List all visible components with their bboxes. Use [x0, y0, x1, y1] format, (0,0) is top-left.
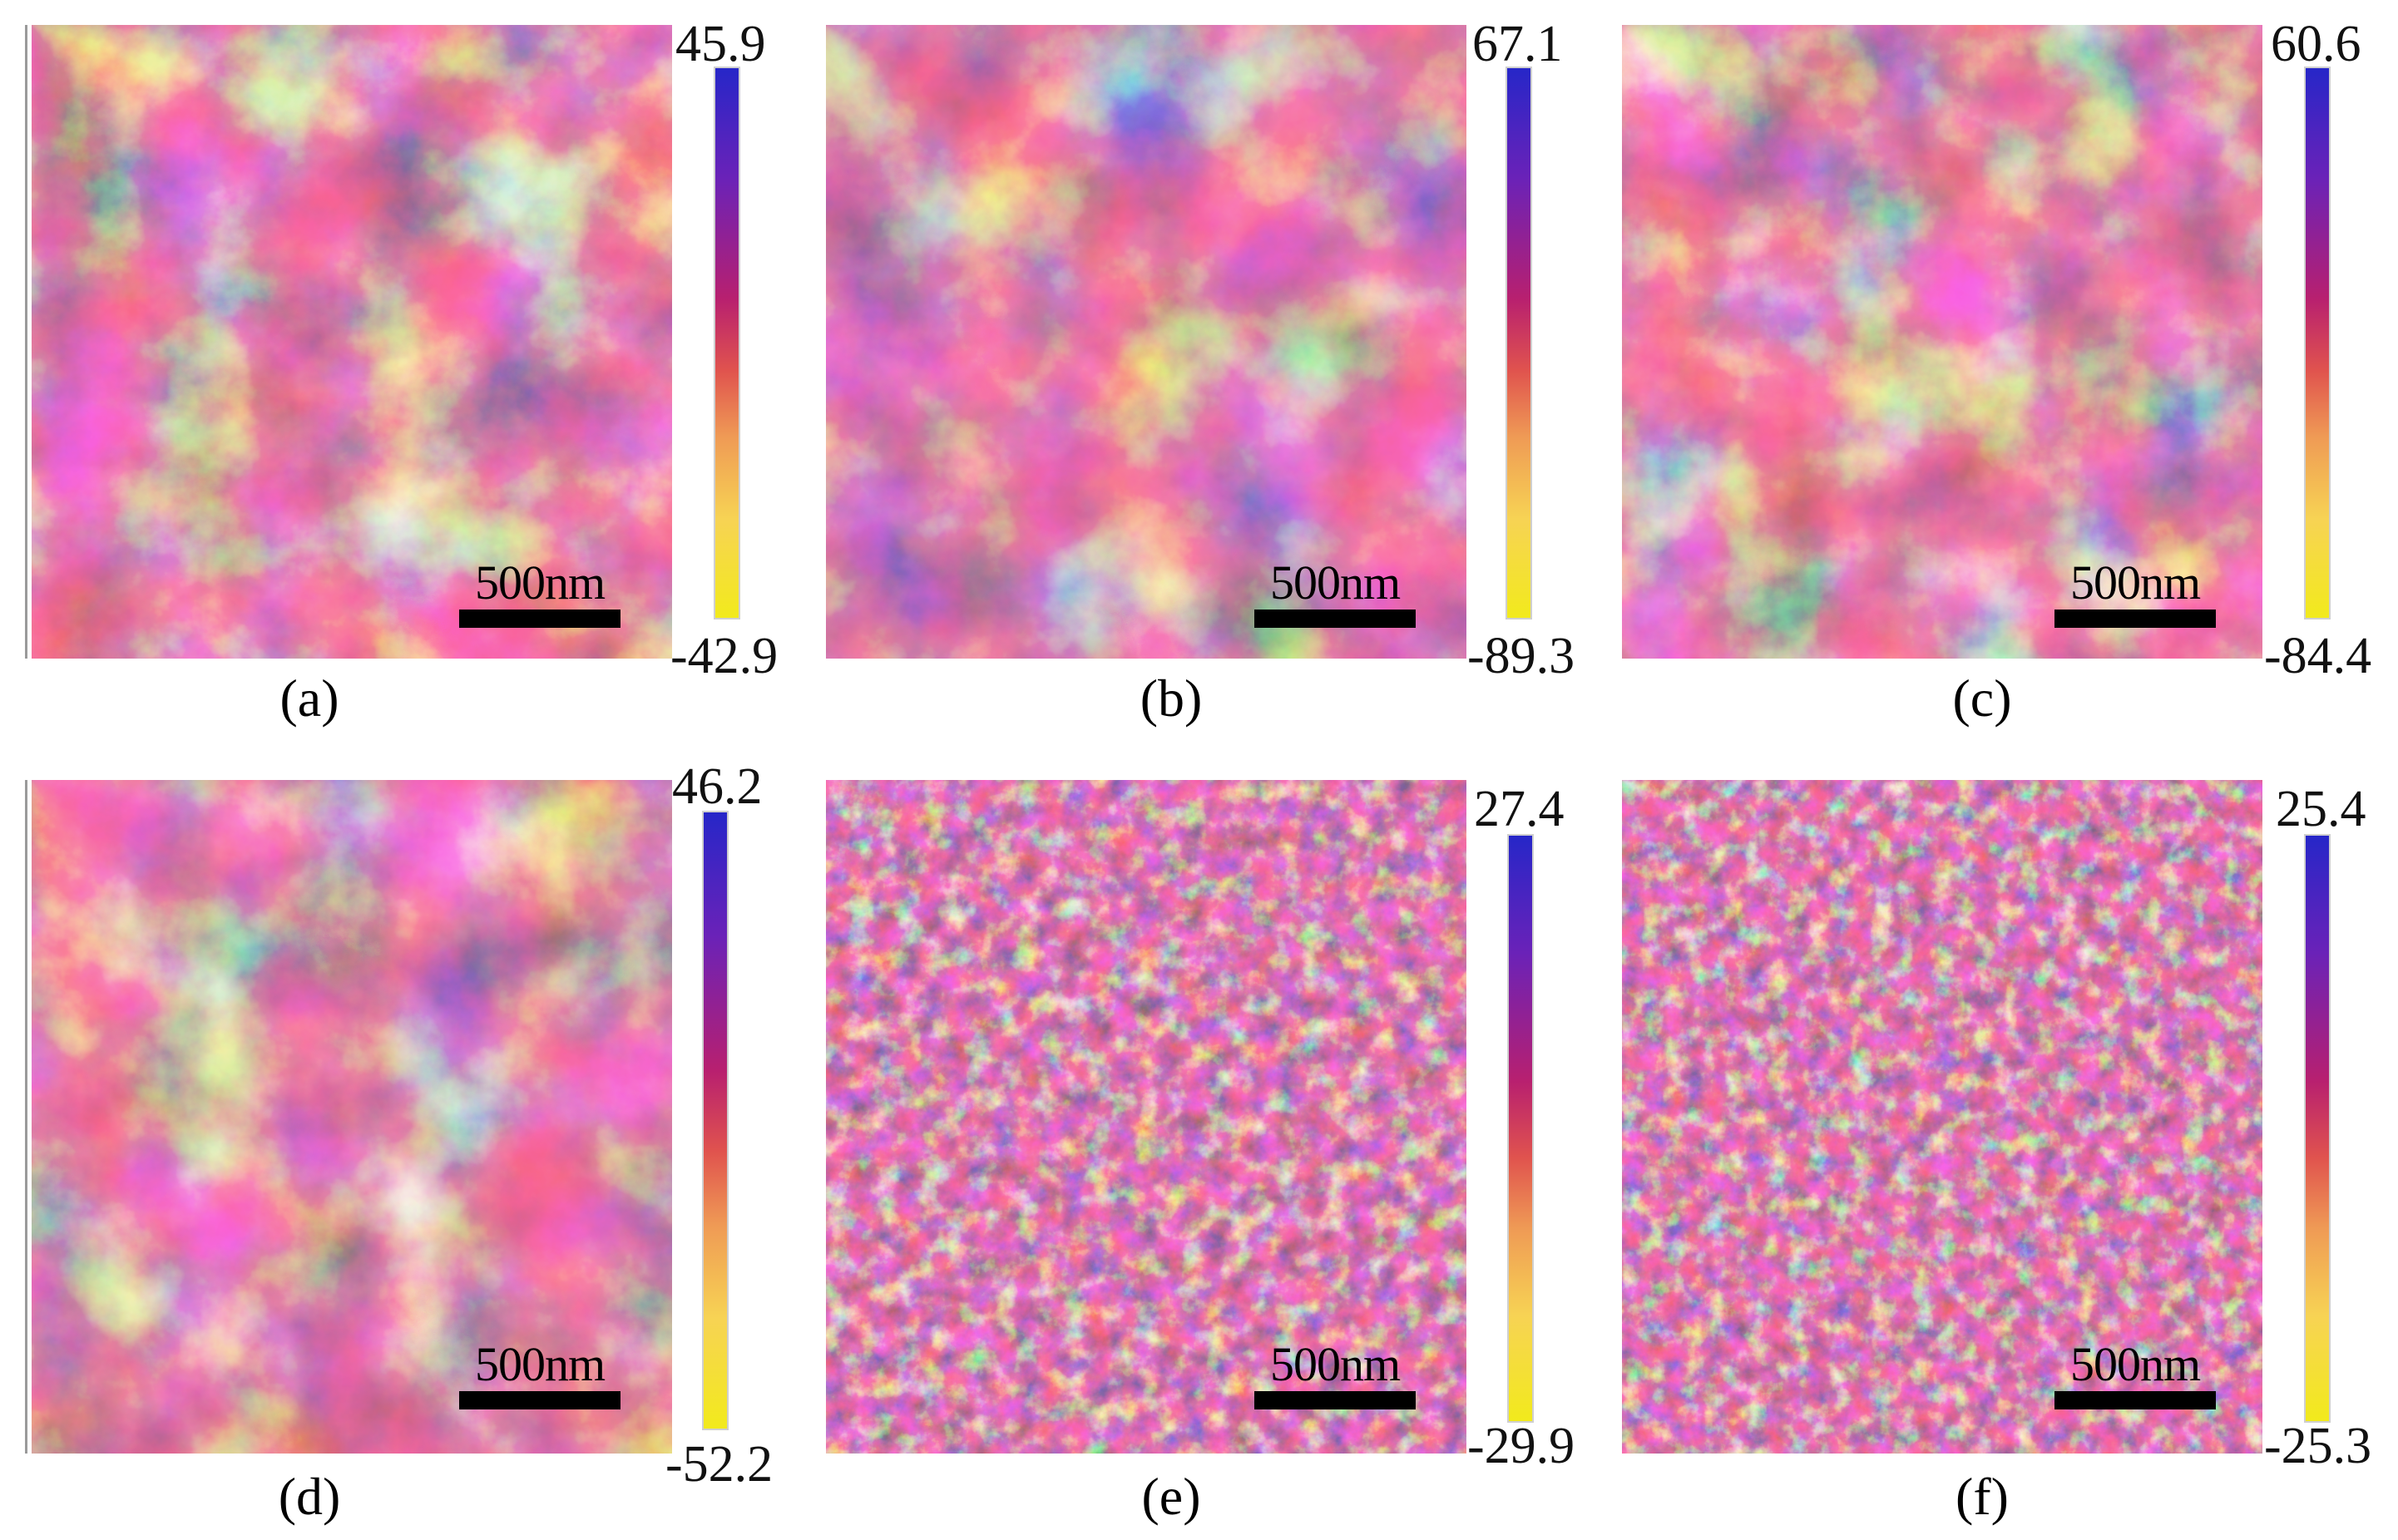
- colorbar-min-label: -89.3: [1467, 628, 1575, 684]
- scale-bar: [1254, 1391, 1416, 1409]
- panel-caption: (d): [278, 1467, 341, 1526]
- colorbar-min-label: -42.9: [670, 628, 779, 684]
- colorbar-max-label: 67.1: [1472, 16, 1563, 72]
- frame-edge: [25, 25, 27, 659]
- frame-edge: [25, 780, 27, 1454]
- afm-height-map-c: [1622, 25, 2262, 659]
- colorbar: [2304, 834, 2331, 1423]
- scale-bar: [459, 1391, 621, 1409]
- scale-bar-label: 500nm: [2069, 555, 2201, 610]
- colorbar: [1506, 67, 1532, 619]
- scale-bar: [2054, 1391, 2216, 1409]
- scale-bar: [1254, 610, 1416, 628]
- scale-bar: [2054, 610, 2216, 628]
- scale-bar-label: 500nm: [474, 1337, 606, 1391]
- afm-height-map-e: [826, 780, 1466, 1454]
- colorbar: [1507, 834, 1534, 1423]
- colorbar: [714, 67, 740, 619]
- panel-caption: (c): [1952, 669, 2012, 728]
- afm-height-map-b: [826, 25, 1466, 659]
- colorbar-max-label: 46.2: [672, 758, 763, 815]
- colorbar-max-label: 27.4: [1474, 781, 1565, 837]
- colorbar-min-label: -84.4: [2264, 628, 2372, 684]
- colorbar: [2304, 67, 2331, 619]
- panel-caption: (a): [279, 669, 339, 728]
- afm-height-map-f: [1622, 780, 2262, 1454]
- colorbar-max-label: 45.9: [675, 16, 766, 72]
- panel-caption: (e): [1141, 1467, 1201, 1526]
- scale-bar-label: 500nm: [1269, 1337, 1401, 1391]
- panel-caption: (f): [1955, 1467, 2009, 1526]
- colorbar-min-label: -52.2: [665, 1436, 774, 1493]
- colorbar: [702, 811, 729, 1430]
- scale-bar-label: 500nm: [2069, 1337, 2201, 1391]
- afm-height-map-d: [32, 780, 672, 1454]
- scale-bar-label: 500nm: [1269, 555, 1401, 610]
- scale-bar-label: 500nm: [474, 555, 606, 610]
- afm-height-map-a: [32, 25, 672, 659]
- panel-caption: (b): [1140, 669, 1203, 728]
- colorbar-max-label: 60.6: [2271, 16, 2361, 72]
- colorbar-max-label: 25.4: [2276, 781, 2366, 837]
- colorbar-min-label: -29.9: [1467, 1418, 1575, 1474]
- scale-bar: [459, 610, 621, 628]
- colorbar-min-label: -25.3: [2264, 1418, 2372, 1474]
